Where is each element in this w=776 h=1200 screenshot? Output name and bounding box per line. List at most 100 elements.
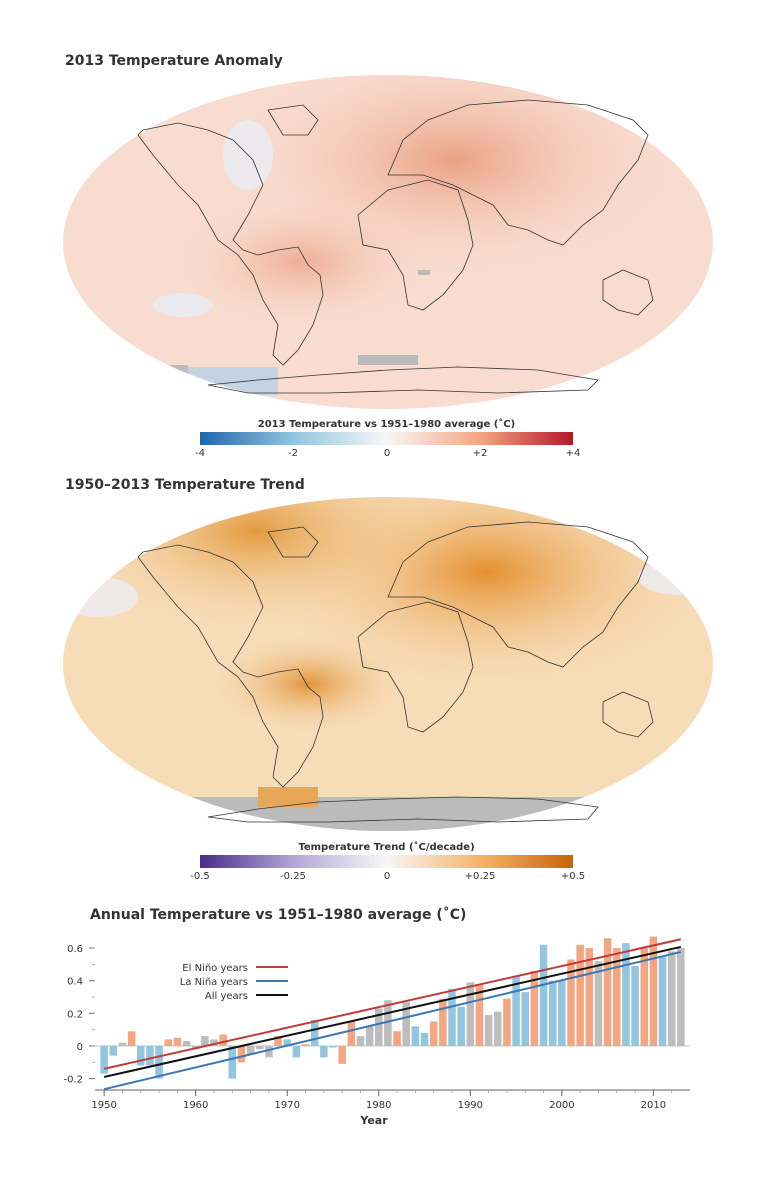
bar-1993 — [494, 1011, 502, 1046]
bar-1995 — [512, 975, 520, 1046]
bar-1956 — [155, 1045, 163, 1079]
bar-1967 — [256, 1045, 264, 1050]
map2-tick: +0.25 — [464, 871, 496, 882]
map2-trend-map — [63, 497, 713, 831]
trend-line — [103, 945, 682, 1078]
bar-2008 — [631, 966, 639, 1046]
bar-1950 — [100, 1045, 108, 1074]
map1-colorbar-title: 2013 Temperature vs 1951–1980 average (˚… — [257, 419, 516, 430]
bar-1961 — [201, 1036, 209, 1046]
bar-1969 — [274, 1036, 282, 1046]
bar-2011 — [658, 956, 667, 1046]
bar-2003 — [585, 948, 594, 1046]
x-axis-label: Year — [359, 1114, 388, 1127]
legend-label: La Niña years — [180, 977, 248, 988]
map1-tick: +4 — [565, 448, 581, 459]
bar-1990 — [466, 982, 475, 1046]
bar-1996 — [521, 992, 529, 1046]
bar-1976 — [338, 1045, 346, 1064]
bar-1992 — [484, 1014, 493, 1046]
trend-line — [103, 938, 682, 1070]
bar-1959 — [182, 1041, 191, 1046]
map2-colorbar — [200, 855, 573, 868]
bar-1981 — [384, 1000, 392, 1046]
map2-tick: -0.5 — [190, 871, 210, 882]
map2-tick: -0.25 — [280, 871, 306, 882]
bar-1965 — [237, 1045, 246, 1063]
bar-1957 — [164, 1039, 172, 1046]
bar-1989 — [457, 1006, 465, 1046]
chart-trend-lines — [103, 938, 682, 1091]
x-tick-label: 1980 — [366, 1100, 391, 1111]
bar-2000 — [558, 980, 566, 1046]
bar-1966 — [246, 1045, 255, 1055]
bar-1970 — [283, 1039, 291, 1046]
y-tick-label: 0.2 — [67, 1009, 83, 1020]
bar-1982 — [393, 1031, 401, 1046]
chart-axes: -0.2 0 0.2 0.4 0.6 1950 1960 1970 1980 1990 2000 20… — [63, 944, 690, 1111]
bar-1991 — [475, 983, 484, 1046]
bar-2002 — [576, 944, 584, 1046]
map2-tick: 0 — [383, 871, 391, 882]
bar-1962 — [210, 1039, 218, 1046]
y-tick-label: -0.2 — [63, 1075, 83, 1086]
map2-tick: +0.5 — [560, 871, 586, 882]
map1-tick: +2 — [472, 448, 488, 459]
bar-1987 — [439, 998, 447, 1046]
bar-1979 — [365, 1026, 374, 1046]
bar-2010 — [649, 936, 658, 1046]
x-tick-label: 1960 — [183, 1100, 208, 1111]
map1-anomaly-map — [63, 75, 713, 409]
bar-2001 — [567, 959, 575, 1046]
bar-2006 — [613, 948, 621, 1046]
bar-1997 — [530, 970, 539, 1046]
bar-1984 — [411, 1026, 420, 1046]
bar-1964 — [228, 1045, 237, 1079]
map1-tick: -4 — [195, 448, 205, 459]
bar-1977 — [347, 1021, 356, 1046]
bar-1971 — [292, 1045, 301, 1058]
map2-colorbar-title: Temperature Trend (˚C/decade) — [298, 842, 475, 853]
map1-title: 2013 Temperature Anomaly — [65, 53, 283, 69]
bar-1972 — [301, 1044, 310, 1046]
bar-2007 — [622, 943, 630, 1046]
bar-1978 — [356, 1036, 365, 1046]
bar-2004 — [594, 961, 603, 1046]
chart-bars — [100, 936, 685, 1079]
bar-1985 — [420, 1032, 429, 1046]
y-tick-label: 0.6 — [67, 944, 83, 955]
x-tick-label: 2000 — [549, 1100, 574, 1111]
chart-legend: El Niño years La Niña years All years — [180, 963, 288, 1002]
x-tick-label: 1970 — [275, 1100, 300, 1111]
y-tick-label: 0 — [77, 1042, 83, 1053]
bar-1951 — [109, 1045, 118, 1056]
bar-1952 — [118, 1042, 127, 1046]
x-tick-label: 2010 — [641, 1100, 666, 1111]
legend-label: El Niño years — [182, 963, 248, 974]
annual-temperature-chart: -0.2 0 0.2 0.4 0.6 1950 1960 1970 1980 1990 2000 20… — [63, 936, 690, 1127]
chart-title: Annual Temperature vs 1951–1980 average … — [90, 907, 467, 923]
bar-1994 — [503, 998, 511, 1046]
y-tick-label: 0.4 — [67, 977, 83, 988]
x-tick-label: 1950 — [91, 1100, 116, 1111]
bar-1955 — [146, 1045, 154, 1066]
bar-2012 — [667, 951, 676, 1046]
bar-2009 — [640, 948, 648, 1046]
bar-1973 — [310, 1019, 319, 1046]
bar-1988 — [448, 988, 456, 1046]
bar-1986 — [429, 1021, 438, 1046]
map1-tick: -2 — [288, 448, 298, 459]
bar-1998 — [539, 944, 548, 1046]
bar-1999 — [548, 980, 557, 1046]
map1-colorbar — [200, 432, 573, 445]
bar-1980 — [375, 1008, 383, 1046]
bar-2013 — [677, 948, 685, 1046]
bar-1954 — [137, 1045, 145, 1066]
bar-1974 — [320, 1045, 328, 1058]
legend-label: All years — [205, 991, 248, 1002]
bar-2005 — [603, 938, 612, 1046]
trend-line — [103, 950, 682, 1091]
bar-1958 — [173, 1037, 182, 1046]
bar-1953 — [127, 1031, 136, 1046]
bar-1968 — [265, 1045, 273, 1058]
